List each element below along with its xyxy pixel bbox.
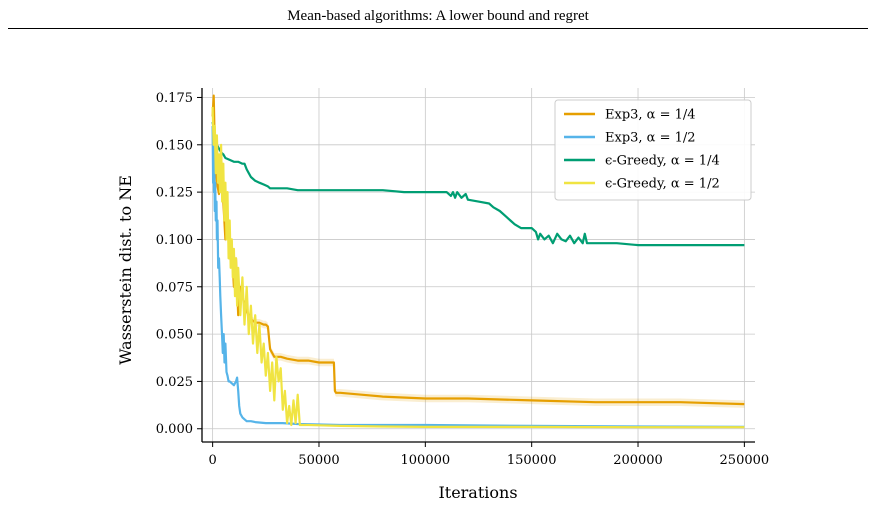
y-tick-label: 0.000 xyxy=(156,422,193,437)
y-tick-label: 0.100 xyxy=(156,233,193,248)
y-tick-label: 0.125 xyxy=(156,186,193,201)
series-line xyxy=(211,121,745,247)
legend-entry: ϵ-Greedy, α = 1/2 xyxy=(605,177,720,192)
chart-series xyxy=(211,91,745,429)
header-divider xyxy=(8,28,868,29)
x-tick-label: 0 xyxy=(208,453,216,468)
legend-entry: ϵ-Greedy, α = 1/4 xyxy=(605,154,720,169)
x-tick-label: 50000 xyxy=(298,453,339,468)
y-tick-label: 0.050 xyxy=(156,328,193,343)
series-line xyxy=(211,94,745,406)
page-running-title: Mean-based algorithms: A lower bound and… xyxy=(287,8,589,24)
legend-entry: Exp3, α = 1/2 xyxy=(605,131,696,146)
x-tick-label: 200000 xyxy=(613,453,663,468)
x-tick-label: 100000 xyxy=(401,453,451,468)
chart-legend: Exp3, α = 1/4 Exp3, α = 1/2 ϵ-Greedy, α = … xyxy=(554,99,752,201)
page-header: Mean-based algorithms: A lower bound and… xyxy=(0,0,876,30)
x-tick-label: 150000 xyxy=(507,453,557,468)
legend-entry: Exp3, α = 1/4 xyxy=(605,108,696,123)
x-axis-label: Iterations xyxy=(438,483,517,502)
y-tick-label: 0.025 xyxy=(156,375,193,390)
series-line xyxy=(211,106,745,429)
series-line xyxy=(211,125,745,428)
legend-box xyxy=(554,99,752,201)
x-tick-label: 250000 xyxy=(720,453,770,468)
chart-axes xyxy=(201,88,755,443)
y-tick-label: 0.075 xyxy=(156,280,193,295)
y-tick-label: 0.175 xyxy=(156,91,193,106)
y-tick-label: 0.150 xyxy=(156,138,193,153)
y-axis-label: Wasserstein dist. to NE xyxy=(116,175,135,365)
chart-ticks: 0 50000 100000 150000 200000 250000 0.000 0.025… xyxy=(156,91,769,468)
